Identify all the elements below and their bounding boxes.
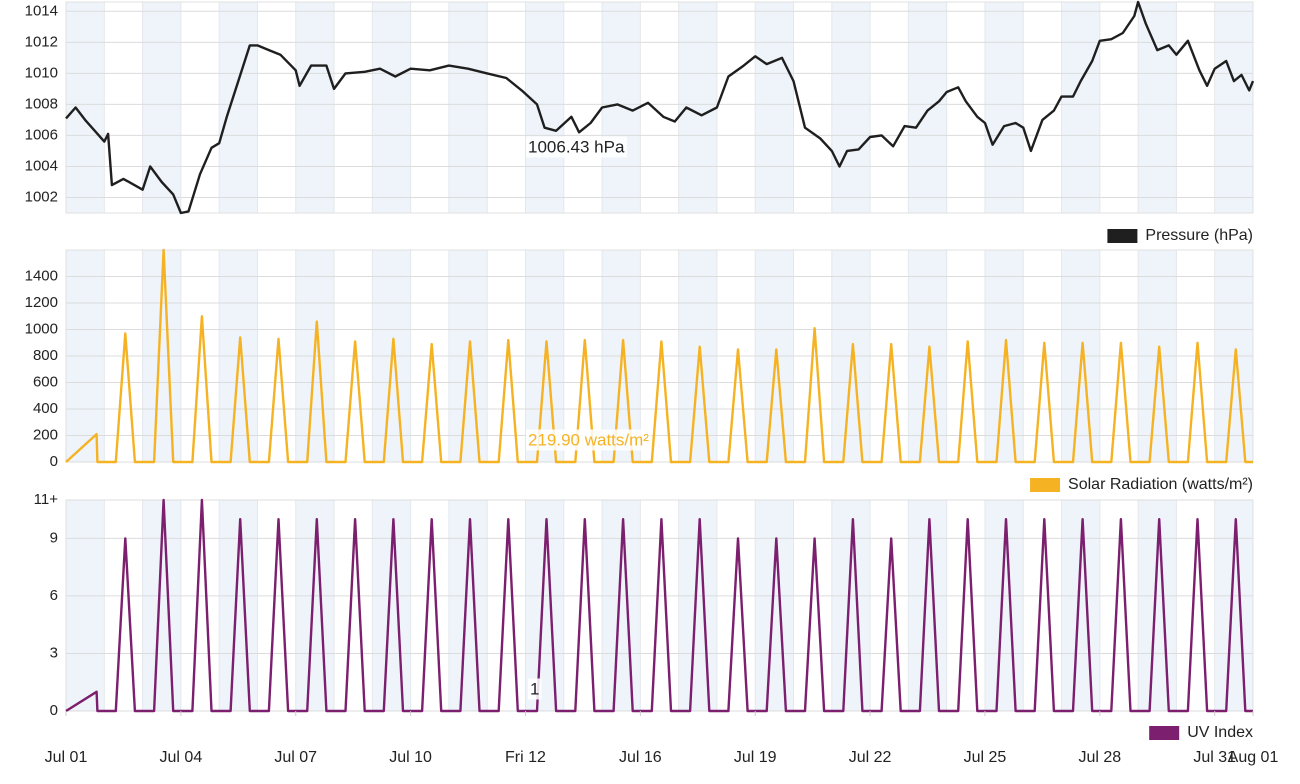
day-band bbox=[295, 500, 335, 711]
day-band bbox=[66, 2, 105, 213]
y-tick-label: 1200 bbox=[25, 294, 58, 311]
day-band bbox=[678, 500, 717, 711]
legend-label: Solar Radiation (watts/m²) bbox=[1068, 476, 1253, 493]
legend-label: UV Index bbox=[1187, 724, 1253, 741]
day-band bbox=[525, 2, 564, 213]
y-tick-label: 1006 bbox=[25, 126, 58, 143]
day-band bbox=[219, 2, 258, 213]
x-tick-label: Jul 19 bbox=[734, 749, 777, 766]
day-band bbox=[908, 500, 947, 711]
y-tick-label: 200 bbox=[33, 426, 58, 443]
y-tick-label: 0 bbox=[50, 453, 58, 470]
day-band bbox=[219, 500, 258, 711]
y-tick-label: 6 bbox=[50, 587, 58, 604]
annotation-background bbox=[526, 429, 652, 451]
day-band bbox=[984, 500, 1024, 711]
y-tick-label: 11+ bbox=[34, 491, 59, 508]
x-tick-label: Jul 16 bbox=[619, 749, 662, 766]
annotation-background bbox=[526, 136, 627, 158]
y-tick-label: 1000 bbox=[25, 320, 58, 337]
x-tick-label: Jul 07 bbox=[274, 749, 317, 766]
y-tick-label: 1002 bbox=[25, 188, 58, 205]
day-band bbox=[1214, 2, 1253, 213]
day-band bbox=[372, 500, 411, 711]
hover-annotation: 1 bbox=[530, 679, 539, 698]
x-tick-label: Jul 22 bbox=[849, 749, 892, 766]
data-line bbox=[65, 498, 1253, 713]
day-band bbox=[1138, 500, 1177, 711]
day-band bbox=[602, 2, 641, 213]
y-tick-label: 1400 bbox=[25, 267, 58, 284]
data-line bbox=[65, 0, 1255, 215]
day-band bbox=[908, 2, 947, 213]
x-tick-label: Jul 31 bbox=[1193, 749, 1236, 766]
plot-frame bbox=[65, 1, 1254, 214]
day-band bbox=[448, 2, 488, 213]
day-band bbox=[678, 2, 717, 213]
day-band bbox=[1214, 500, 1253, 711]
annotation-background bbox=[528, 678, 542, 700]
day-band bbox=[66, 500, 105, 711]
x-tick-label: Jul 04 bbox=[160, 749, 203, 766]
x-tick-label: Jul 10 bbox=[389, 749, 432, 766]
y-tick-label: 1014 bbox=[25, 2, 58, 19]
y-tick-label: 800 bbox=[33, 347, 58, 364]
y-tick-label: 1008 bbox=[25, 95, 58, 112]
x-tick-label: Jul 25 bbox=[964, 749, 1007, 766]
day-band bbox=[1138, 2, 1177, 213]
y-tick-label: 0 bbox=[50, 702, 58, 719]
y-tick-label: 9 bbox=[50, 529, 58, 546]
hover-annotation: 219.90 watts/m² bbox=[528, 430, 649, 449]
day-band bbox=[602, 500, 641, 711]
day-band bbox=[984, 2, 1024, 213]
y-tick-label: 600 bbox=[33, 373, 58, 390]
day-band bbox=[1061, 2, 1100, 213]
data-line bbox=[65, 248, 1253, 464]
day-band bbox=[372, 2, 411, 213]
y-tick-label: 1012 bbox=[25, 33, 58, 50]
y-tick-label: 3 bbox=[50, 644, 58, 661]
y-tick-label: 1010 bbox=[25, 64, 58, 81]
legend-swatch bbox=[1030, 478, 1061, 492]
y-tick-label: 400 bbox=[33, 400, 58, 417]
day-band bbox=[831, 2, 871, 213]
x-tick-label: Fri 12 bbox=[505, 749, 546, 766]
x-tick-label: Jul 01 bbox=[45, 749, 88, 766]
x-tick-label: Jul 28 bbox=[1078, 749, 1121, 766]
day-band bbox=[142, 2, 181, 213]
legend-swatch bbox=[1107, 229, 1138, 243]
legend-swatch bbox=[1149, 726, 1180, 740]
legend-label: Pressure (hPa) bbox=[1145, 227, 1253, 244]
x-tick-label: Aug 01 bbox=[1228, 749, 1279, 766]
day-band bbox=[755, 500, 794, 711]
day-band bbox=[755, 2, 794, 213]
y-tick-label: 1004 bbox=[25, 157, 58, 174]
day-band bbox=[448, 500, 488, 711]
day-band bbox=[295, 2, 335, 213]
day-band bbox=[831, 500, 871, 711]
day-band bbox=[1061, 500, 1100, 711]
hover-annotation: 1006.43 hPa bbox=[528, 137, 625, 156]
